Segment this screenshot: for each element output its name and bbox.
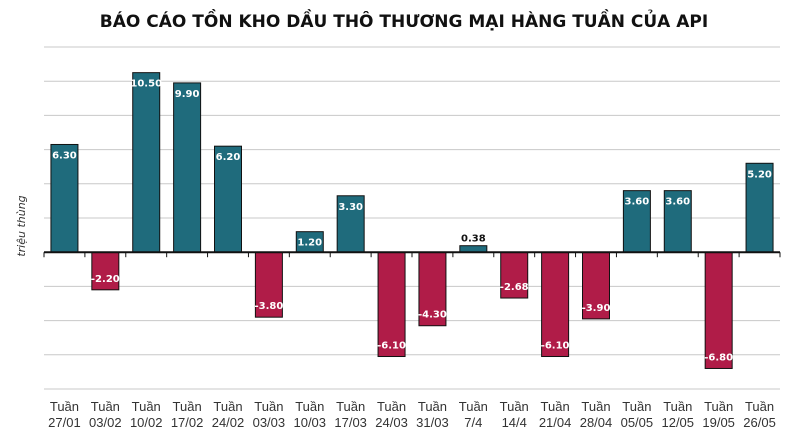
value-label: -3.80 [254,301,283,312]
x-tick-label: Tuần 10/03 [293,399,327,430]
bar [50,143,79,253]
value-label: 0.38 [461,234,486,245]
x-tick-label: Tuần 24/02 [211,399,245,430]
value-label: -6.10 [377,341,406,352]
x-tick-label: Tuần 28/04 [579,399,613,430]
x-tick-label: Tuần 27/01 [48,399,81,430]
value-label: -6.10 [541,341,570,352]
bar [745,162,774,253]
x-tick-label: Tuần 17/03 [334,399,367,430]
x-tick-label: Tuần 31/03 [416,399,449,430]
x-tick-label: Tuần 21/04 [538,399,572,430]
x-tick-label: Tuần 03/03 [252,399,286,430]
x-tick-label: Tuần 03/02 [89,399,122,430]
chart-title: BÁO CÁO TỒN KHO DẦU THÔ THƯƠNG MẠI HÀNG … [100,8,708,32]
x-tick-label: Tuần 10/02 [129,399,163,430]
value-label: 10.50 [130,79,162,90]
bar [541,251,570,358]
bar [704,251,733,369]
value-label: -2.20 [91,274,120,285]
value-label: -2.68 [500,282,529,293]
x-tick-label: Tuần 14/4 [499,399,529,430]
bar [377,251,406,358]
value-label: -4.30 [418,310,447,321]
bar [254,251,283,318]
x-tick-label: Tuần 17/02 [170,399,204,430]
value-label: 1.20 [297,238,322,249]
bar [418,251,447,327]
bar [500,251,529,299]
value-label: 3.60 [625,197,650,208]
x-tick-label: Tuần 26/05 [743,399,776,430]
bar [622,190,651,253]
value-label: 3.30 [338,202,363,213]
x-tick-label: Tuần 7/4 [458,399,488,430]
x-tick-label: Tuần 19/05 [702,399,735,430]
bar [663,190,692,253]
value-label: -6.80 [704,352,733,363]
bar [214,145,242,253]
value-label: 9.90 [175,89,200,100]
value-label: 5.20 [747,169,772,180]
bar [173,82,202,253]
x-tick-label: Tuần 12/05 [661,399,695,430]
x-tick-label: Tuần 24/03 [375,399,408,430]
bar [336,195,365,253]
y-axis-label: triệu thùng [15,195,28,256]
value-label: 6.20 [216,152,241,163]
value-label: 6.30 [52,150,77,161]
bar [91,251,120,291]
value-label: 3.60 [665,197,690,208]
bar [132,72,161,253]
value-label: -3.90 [582,303,611,314]
x-tick-label: Tuần 05/05 [620,399,654,430]
bar [582,251,610,320]
